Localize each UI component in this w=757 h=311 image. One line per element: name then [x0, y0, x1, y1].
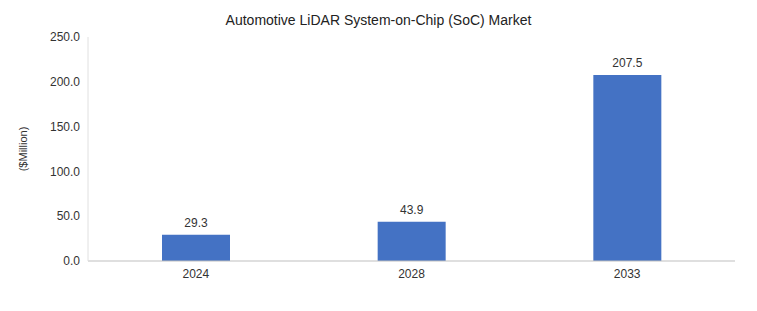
svg-text:2028: 2028 [398, 267, 425, 281]
svg-text:2024: 2024 [182, 267, 209, 281]
svg-text:207.5: 207.5 [612, 56, 642, 70]
svg-text:100.0: 100.0 [50, 165, 80, 179]
svg-text:150.0: 150.0 [50, 120, 80, 134]
svg-text:29.3: 29.3 [184, 216, 208, 230]
svg-text:250.0: 250.0 [50, 30, 80, 44]
svg-text:43.9: 43.9 [400, 203, 424, 217]
svg-text:2033: 2033 [614, 267, 641, 281]
svg-text:200.0: 200.0 [50, 75, 80, 89]
html-text:Automotive LiDAR System-on-Chi: Automotive LiDAR System-on-Chip (SoC) Ma… [225, 12, 532, 28]
svg-text:0.0: 0.0 [63, 254, 80, 268]
svg-text:50.0: 50.0 [57, 209, 81, 223]
svg-text:($Million): ($Million) [17, 127, 29, 172]
